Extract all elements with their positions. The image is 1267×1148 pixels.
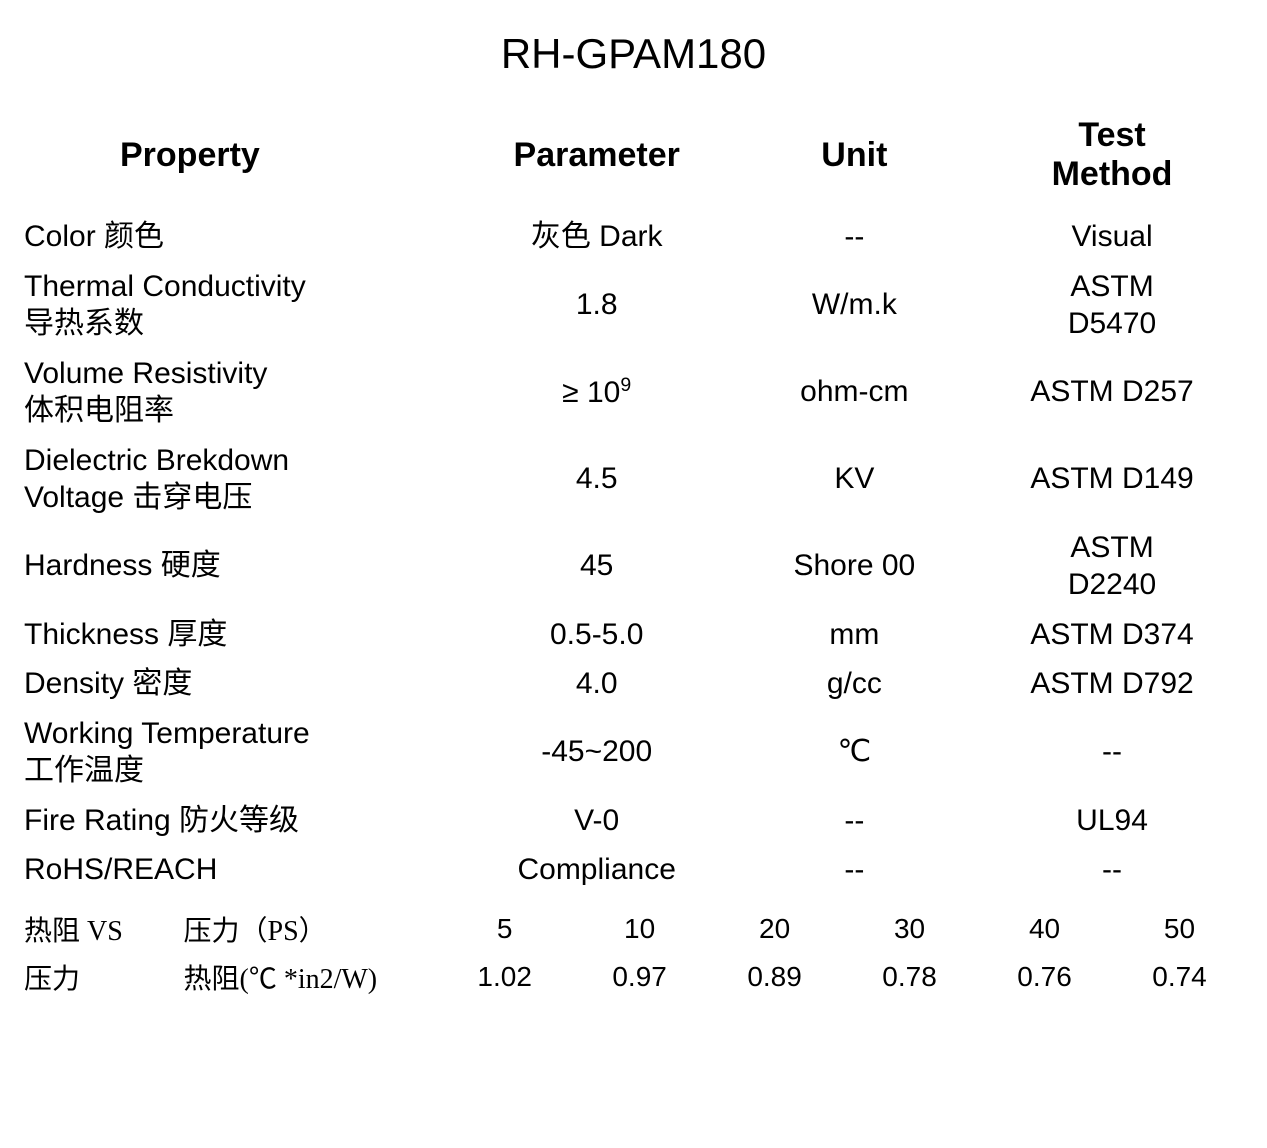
footer-row-thermal-resistance: 压力 热阻(℃ *in2/W) 1.02 0.97 0.89 0.78 0.76… [20,953,1247,1001]
parameter-cell: Compliance [462,845,732,895]
table-row: Thermal Conductivity导热系数1.8W/m.kASTMD547… [20,262,1247,349]
header-parameter: Parameter [462,108,732,212]
table-row: Working Temperature工作温度-45~200℃-- [20,709,1247,796]
table-row: Dielectric BrekdownVoltage 击穿电压4.5KVASTM… [20,436,1247,523]
test-method-cell: ASTM D374 [977,610,1247,660]
table-row: Fire Rating 防火等级V-0--UL94 [20,796,1247,846]
parameter-cell: 1.8 [462,262,732,349]
test-method-cell: Visual [977,212,1247,262]
test-method-cell: -- [977,845,1247,895]
test-method-cell: UL94 [977,796,1247,846]
table-row: Thickness 厚度0.5-5.0mmASTM D374 [20,610,1247,660]
table-row: Hardness 硬度45Shore 00ASTMD2240 [20,523,1247,610]
footer-val: 10 [572,905,707,953]
footer-table: 热阻 VS 压力（PS） 5 10 20 30 40 50 压力 热阻(℃ *i… [20,905,1247,1001]
test-method-cell: ASTMD2240 [977,523,1247,610]
parameter-cell: 0.5-5.0 [462,610,732,660]
unit-cell: g/cc [732,659,977,709]
table-row: Volume Resistivity体积电阻率≥ 109ohm-cmASTM D… [20,349,1247,436]
footer-label-2b: 热阻(℃ *in2/W) [180,953,438,1001]
footer-label-2a: 压力 [20,953,180,1001]
parameter-cell: 4.5 [462,436,732,523]
unit-cell: ohm-cm [732,349,977,436]
unit-cell: -- [732,796,977,846]
property-cell: Thermal Conductivity导热系数 [20,262,462,349]
unit-cell: -- [732,845,977,895]
parameter-cell: 45 [462,523,732,610]
table-row: Density 密度4.0g/ccASTM D792 [20,659,1247,709]
property-cell: Volume Resistivity体积电阻率 [20,349,462,436]
property-cell: Working Temperature工作温度 [20,709,462,796]
parameter-cell: -45~200 [462,709,732,796]
test-method-cell: ASTM D149 [977,436,1247,523]
property-cell: Hardness 硬度 [20,523,462,610]
header-unit: Unit [732,108,977,212]
footer-val: 20 [707,905,842,953]
parameter-cell: 灰色 Dark [462,212,732,262]
header-property: Property [20,108,462,212]
footer-val: 0.89 [707,953,842,1001]
unit-cell: mm [732,610,977,660]
footer-val: 5 [437,905,572,953]
parameter-cell: V-0 [462,796,732,846]
footer-label-1b: 压力（PS） [180,905,438,953]
header-test-method: TestMethod [977,108,1247,212]
footer-label-1a: 热阻 VS [20,905,180,953]
footer-val: 0.76 [977,953,1112,1001]
test-method-cell: ASTMD5470 [977,262,1247,349]
unit-cell: W/m.k [732,262,977,349]
unit-cell: -- [732,212,977,262]
footer-val: 0.97 [572,953,707,1001]
footer-val: 0.74 [1112,953,1247,1001]
parameter-cell: ≥ 109 [462,349,732,436]
property-cell: Color 颜色 [20,212,462,262]
parameter-cell: 4.0 [462,659,732,709]
footer-val: 30 [842,905,977,953]
footer-row-pressure: 热阻 VS 压力（PS） 5 10 20 30 40 50 [20,905,1247,953]
property-cell: RoHS/REACH [20,845,462,895]
footer-val: 40 [977,905,1112,953]
page-title: RH-GPAM180 [20,30,1247,78]
table-row: Color 颜色灰色 Dark--Visual [20,212,1247,262]
footer-val: 50 [1112,905,1247,953]
property-cell: Dielectric BrekdownVoltage 击穿电压 [20,436,462,523]
spec-table: Property Parameter Unit TestMethod Color… [20,108,1247,895]
table-row: RoHS/REACHCompliance---- [20,845,1247,895]
property-cell: Density 密度 [20,659,462,709]
unit-cell: KV [732,436,977,523]
header-row: Property Parameter Unit TestMethod [20,108,1247,212]
unit-cell: Shore 00 [732,523,977,610]
test-method-cell: -- [977,709,1247,796]
footer-val: 1.02 [437,953,572,1001]
unit-cell: ℃ [732,709,977,796]
test-method-cell: ASTM D792 [977,659,1247,709]
footer-val: 0.78 [842,953,977,1001]
property-cell: Thickness 厚度 [20,610,462,660]
property-cell: Fire Rating 防火等级 [20,796,462,846]
test-method-cell: ASTM D257 [977,349,1247,436]
